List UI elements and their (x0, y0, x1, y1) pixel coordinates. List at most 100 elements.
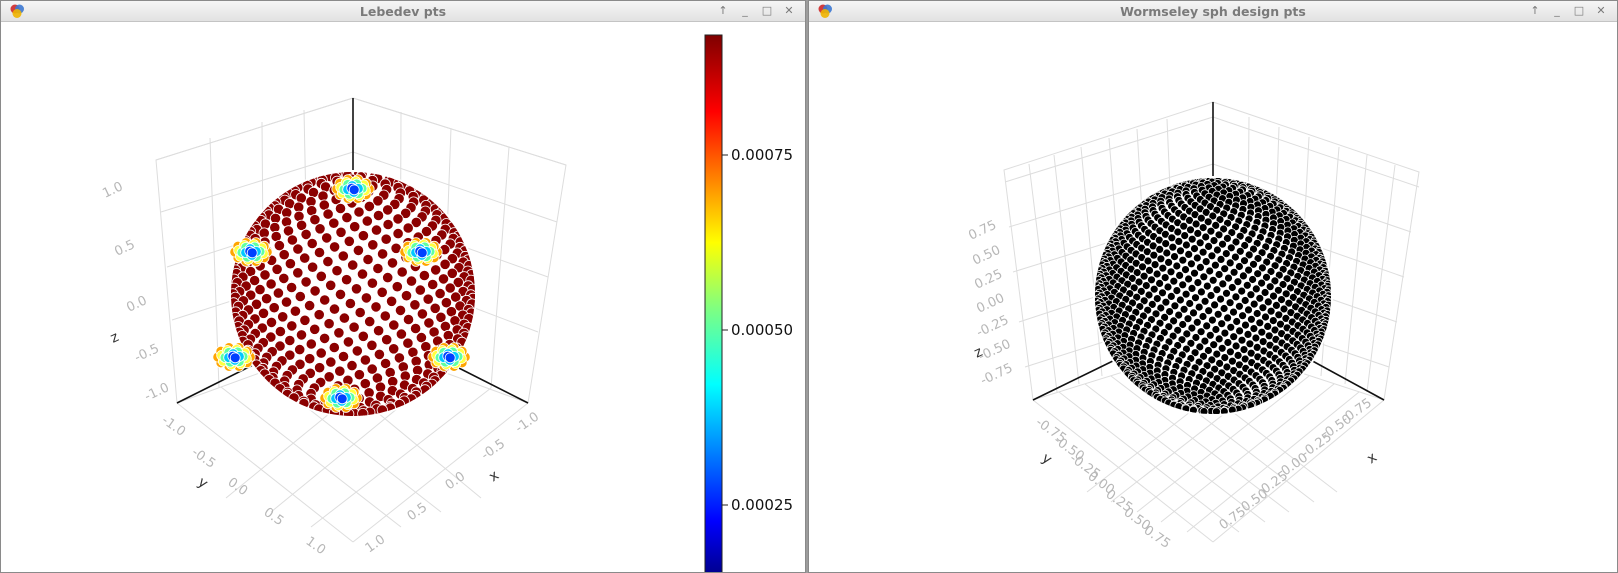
sphere-point (1263, 297, 1273, 307)
x-ticks: 1.0 0.5 0.0 -0.5 -1.0 x (363, 409, 542, 556)
sphere-point (318, 332, 331, 344)
sphere-point (1253, 254, 1263, 263)
maximize-button[interactable]: □ (761, 4, 773, 17)
sphere-point (1202, 321, 1212, 331)
sphere-point (1211, 220, 1221, 230)
y-tick: -0.5 (189, 445, 218, 472)
sphere-point (1212, 349, 1222, 359)
sphere-point (382, 272, 394, 284)
sphere-point (1223, 313, 1233, 323)
maximize-button[interactable]: □ (1573, 4, 1585, 17)
sphere-point (265, 331, 277, 343)
sphere-point (1270, 325, 1280, 335)
sphere-point (295, 219, 308, 231)
shade-button[interactable]: ↑ (718, 4, 728, 17)
sphere-point (348, 184, 360, 196)
sphere-point (437, 273, 450, 285)
sphere-point (1173, 227, 1183, 237)
sphere-point (280, 296, 293, 308)
sphere-point (416, 308, 428, 320)
sphere-point (1186, 338, 1196, 348)
shade-button[interactable]: ↑ (1530, 4, 1540, 17)
y-tick: 1.0 (303, 534, 329, 558)
sphere-point (295, 329, 308, 341)
lebedev-plot[interactable]: 1.0 0.5 0.0 -0.5 -1.0 z -1.0 -0.5 0.0 0.… (1, 22, 805, 573)
sphere-point (1220, 328, 1230, 338)
sphere-point (1249, 324, 1259, 334)
sphere-point (284, 349, 296, 361)
sphere-point (333, 327, 345, 339)
wormseley-plot[interactable]: 0.75 0.50 0.25 0.00 -0.25 -0.50 -0.75 z … (809, 22, 1617, 573)
sphere-point (1262, 257, 1272, 267)
sphere-point (1166, 291, 1176, 301)
z-ticks: 0.75 0.50 0.25 0.00 -0.25 -0.50 -0.75 z (966, 218, 1015, 389)
sphere-point (313, 309, 325, 321)
sphere-point (1273, 285, 1283, 295)
sphere-point (379, 310, 391, 322)
sphere-point (299, 252, 311, 264)
sphere-point (423, 317, 435, 329)
sphere-point (1172, 261, 1182, 271)
sphere-point (1149, 284, 1159, 294)
sphere-point (1238, 271, 1248, 281)
titlebar[interactable]: Wormseley sph design pts ↑ _ □ ✕ (809, 1, 1617, 22)
sphere-point (1207, 251, 1217, 261)
sphere-point (1150, 260, 1160, 270)
sphere-point (1204, 241, 1214, 251)
sphere-point (338, 312, 350, 324)
sphere-point (1178, 320, 1188, 329)
sphere-point (1222, 233, 1232, 243)
sphere-point (317, 190, 329, 202)
sphere-point (309, 285, 321, 297)
sphere-point (444, 282, 456, 294)
sphere-point (1258, 303, 1268, 313)
sphere-point (1229, 332, 1239, 342)
z-tick: 0.00 (974, 291, 1007, 317)
sphere-point (1238, 311, 1248, 321)
sphere-point (1162, 248, 1172, 258)
sphere-point (410, 355, 422, 367)
sphere-point (1218, 279, 1228, 289)
sphere-point (1156, 303, 1166, 313)
minimize-button[interactable]: _ (742, 4, 748, 17)
sphere-point (1145, 265, 1154, 275)
sphere-point (1234, 262, 1244, 271)
sphere-point (410, 216, 422, 228)
sphere-point (1155, 278, 1165, 288)
minimize-button[interactable]: _ (1554, 4, 1560, 17)
sphere-point (1240, 241, 1250, 250)
sphere-point (1210, 300, 1220, 310)
sphere-point (452, 276, 464, 288)
sphere-point (372, 195, 384, 207)
sphere-point (1160, 312, 1170, 322)
sphere-point (1235, 326, 1245, 336)
sphere-point (400, 207, 412, 219)
sphere-point (1195, 238, 1205, 248)
sphere-point (1240, 256, 1249, 266)
sphere-point (1182, 329, 1192, 339)
titlebar[interactable]: Lebedev pts ↑ _ □ ✕ (1, 1, 805, 22)
sphere-point (335, 226, 347, 238)
x-tick: -0.5 (479, 436, 508, 463)
sphere-point (1231, 237, 1241, 247)
sphere-point (1218, 239, 1227, 249)
sphere-point (427, 278, 439, 291)
sphere-point (1214, 334, 1224, 344)
sphere-point (229, 352, 241, 364)
sphere-point (1180, 231, 1190, 241)
sphere-point (1191, 293, 1200, 303)
z-tick: -1.0 (142, 380, 171, 404)
sphere-point (354, 306, 366, 319)
sphere-point (1199, 272, 1209, 282)
sphere-point (416, 247, 428, 259)
sphere-point (1132, 268, 1142, 278)
sphere-point (280, 216, 293, 228)
sphere-point (1220, 353, 1230, 363)
y-tick: 0.75 (1141, 523, 1173, 552)
close-button[interactable]: ✕ (1596, 4, 1606, 17)
sphere-point (372, 325, 385, 337)
sphere-point (300, 276, 312, 288)
sphere-point (376, 248, 389, 260)
close-button[interactable]: ✕ (784, 4, 794, 17)
sphere-point (1143, 256, 1153, 266)
